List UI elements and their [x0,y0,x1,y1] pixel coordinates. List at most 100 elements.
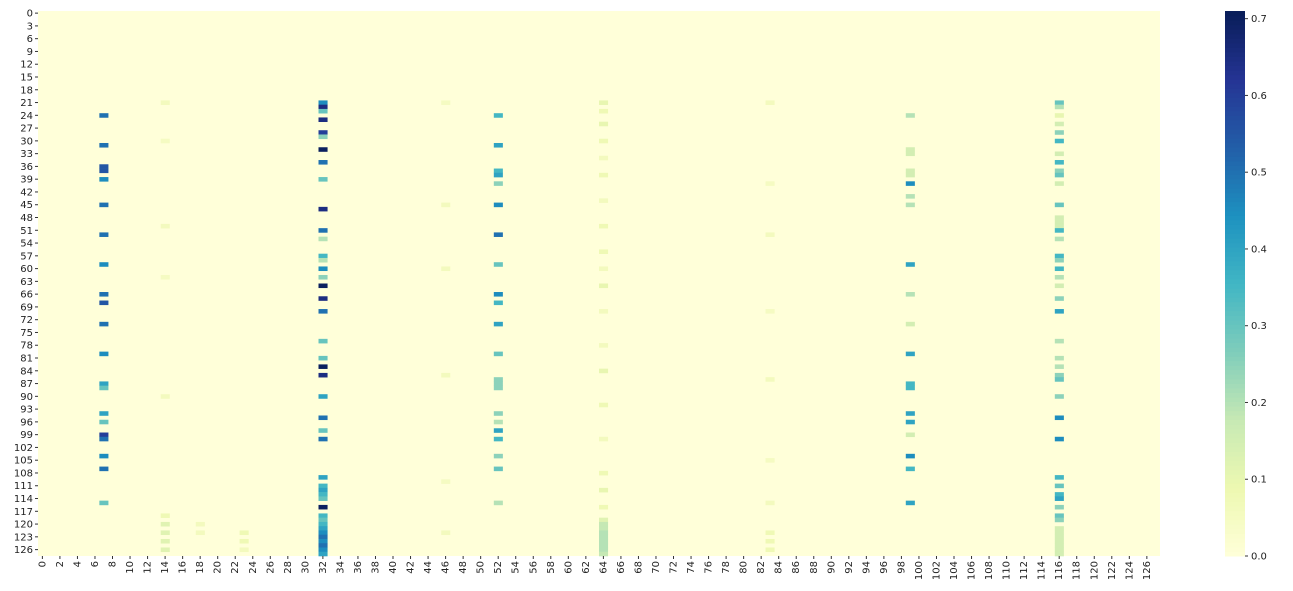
y-tick-label: 120 [14,520,33,531]
heat-cell [318,538,328,544]
colorbar-segment [1225,15,1245,21]
heat-cell [318,108,328,114]
heat-cell [318,428,328,433]
y-tick-label: 15 [20,72,33,83]
colorbar-segment [1225,188,1245,194]
heat-cell [160,394,170,399]
heat-cell [599,526,609,531]
colorbar-segment [1225,333,1245,339]
heat-cell [905,292,915,297]
heat-cell [99,432,109,438]
heat-cell [765,458,775,463]
heat-cell [160,138,170,144]
x-tick-label: 18 [195,561,206,574]
colorbar-segment [1225,147,1245,153]
x-tick-label: 82 [756,561,767,574]
y-tick-label: 66 [20,290,33,301]
colorbar-segment [1225,524,1245,530]
heat-cell [905,381,915,386]
x-tick-label: 84 [774,561,785,574]
colorbar-segment [1225,383,1245,389]
heat-cell [493,300,503,306]
x-tick-label: 110 [1002,561,1013,580]
heat-cell [160,547,170,553]
heat-cell [493,436,503,442]
colorbar-segment [1225,124,1245,130]
heat-cell [599,551,609,557]
heat-cell [1054,104,1064,110]
colorbar-segment [1225,29,1245,35]
heat-cell [318,257,328,263]
heat-cell [1054,534,1064,540]
y-tick-label: 111 [14,481,33,492]
heat-cell [1054,551,1064,557]
colorbar-segment [1225,551,1245,557]
colorbar-segment [1225,288,1245,294]
colorbar-segment [1225,256,1245,262]
x-tick-label: 66 [616,561,627,574]
x-tick-label: 46 [441,561,452,574]
heat-cell [1054,364,1064,369]
x-tick-label: 64 [598,561,609,574]
heat-cell [99,164,109,169]
x-tick-label: 22 [230,561,241,574]
colorbar-segment [1225,183,1245,189]
x-tick-label: 108 [984,561,995,580]
y-tick-label: 24 [20,111,33,122]
colorbar-segment [1225,138,1245,144]
heat-cell [905,151,915,157]
heat-cell [493,453,503,459]
x-tick-label: 60 [563,561,574,574]
colorbar-tick-label: 0.7 [1251,14,1267,25]
heat-cell [1054,492,1064,497]
x-tick-label: 54 [511,561,522,574]
x-tick-label: 42 [406,561,417,574]
colorbar-segment [1225,392,1245,398]
heat-cell [905,453,915,459]
x-tick-label: 68 [633,561,644,574]
colorbar-segment [1225,433,1245,439]
heat-cell [318,517,328,523]
heat-cell [160,538,170,544]
heat-cell [599,223,609,229]
y-tick-label: 63 [20,277,33,288]
y-tick-label: 48 [20,213,33,224]
x-tick-label: 88 [809,561,820,574]
colorbar-segment [1225,338,1245,344]
colorbar-segment [1225,151,1245,157]
heat-cell [1054,121,1064,127]
heat-cell [599,487,609,493]
heat-cell [441,479,451,484]
heat-cell [599,309,609,314]
heat-cell [905,113,915,118]
x-tick-label: 34 [335,561,346,574]
heat-cell [599,547,609,553]
colorbar-segment [1225,369,1245,375]
colorbar-segment [1225,460,1245,466]
heat-cell [318,160,328,165]
heat-cell [905,432,915,438]
heat-cell [1054,296,1064,301]
x-tick-label: 72 [669,561,680,574]
heat-cell [765,100,775,105]
colorbar-segment [1225,342,1245,348]
heat-cell [599,100,609,105]
colorbar-segment [1225,51,1245,57]
heat-cell [493,168,503,174]
colorbar-segment [1225,374,1245,380]
heat-cell [1054,496,1064,501]
heat-cell [1054,100,1064,105]
y-tick-label: 9 [27,47,33,58]
x-tick-label: 10 [125,561,136,574]
heat-cell [599,543,609,548]
colorbar-segment [1225,129,1245,135]
heat-cell [493,428,503,433]
colorbar-segment [1225,97,1245,103]
heat-cell [905,419,915,425]
y-tick-label: 114 [14,494,33,505]
y-tick-label: 93 [20,405,33,416]
heat-cell [493,113,503,118]
heat-cell [99,466,109,472]
heat-cell [99,381,109,386]
